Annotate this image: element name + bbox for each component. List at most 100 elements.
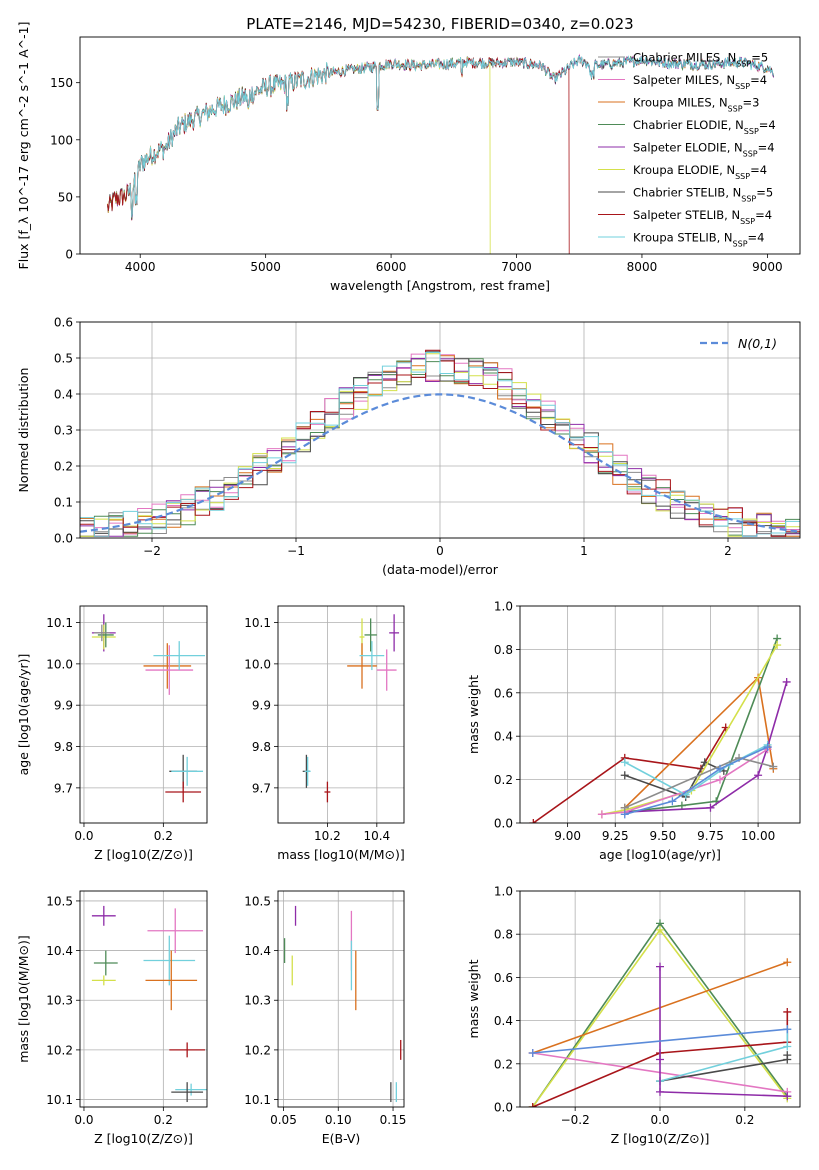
x-tick-label: 0 bbox=[436, 544, 444, 558]
axes-frame bbox=[79, 605, 208, 824]
y-tick-label: 9.9 bbox=[252, 699, 271, 713]
weight-series-line bbox=[659, 966, 788, 1097]
axes-frame bbox=[277, 605, 405, 824]
weight-series-line bbox=[624, 675, 775, 809]
weight-point-marker bbox=[754, 771, 763, 780]
x-tick-label: 9.50 bbox=[649, 829, 676, 843]
y-tick-label: 0.8 bbox=[494, 643, 513, 657]
age-vs-Z-panel: 0.0 0.2 9.7 9.8 9.9 10.0 10.1 Z [log10(Z/Z⊙)] ag… bbox=[16, 605, 208, 862]
weight-point-marker bbox=[597, 810, 606, 819]
x-tick-label: 5000 bbox=[250, 260, 281, 274]
x-tick-label: 0.2 bbox=[154, 829, 173, 843]
weight-point-marker bbox=[620, 758, 629, 767]
legend-label: Salpeter STELIB, NSSP=4 bbox=[633, 208, 772, 226]
mass-vs-Z-plot-area bbox=[91, 905, 207, 1103]
y-tick-label: 0.2 bbox=[54, 460, 73, 474]
weight-series-line bbox=[659, 1055, 789, 1082]
y-tick-label: 0.0 bbox=[494, 1101, 513, 1115]
y-tick-label: 9.9 bbox=[54, 699, 73, 713]
weight-point-marker bbox=[656, 1055, 664, 1064]
y-tick-label: 10.3 bbox=[244, 994, 271, 1008]
y-tick-label: 9.7 bbox=[54, 781, 73, 795]
y-tick-label: 9.7 bbox=[252, 781, 271, 795]
x-axis-label: age [log10(age/yr)] bbox=[599, 847, 721, 862]
y-tick-label: 10.2 bbox=[46, 1043, 73, 1057]
weight-series-line bbox=[624, 744, 768, 796]
y-tick-label: 10.5 bbox=[46, 894, 73, 908]
y-tick-label: 9.8 bbox=[252, 740, 271, 754]
x-tick-label: 0.0 bbox=[74, 829, 93, 843]
x-tick-label: −1 bbox=[287, 544, 305, 558]
y-tick-label: 10.1 bbox=[46, 1093, 73, 1107]
massweight-vs-Z-plot-area bbox=[528, 919, 792, 1107]
weight-point-marker bbox=[668, 797, 677, 806]
weight-point-marker bbox=[620, 771, 629, 780]
mass-vs-Z-panel: 0.0 0.2 10.1 10.2 10.3 10.4 10.5 Z [log10(Z/Z⊙)… bbox=[16, 890, 208, 1146]
x-tick-label: 9.75 bbox=[697, 829, 724, 843]
massweight-vs-age-panel: 9.00 9.25 9.50 9.75 10.00 0.0 0.2 0.4 0.6 0.8 1.0 a… bbox=[466, 600, 801, 862]
y-axis-label: Flux [f_λ 10^-17 erg cm^-2 s^-1 A^-1] bbox=[16, 22, 31, 270]
legend-label: Salpeter ELODIE, NSSP=4 bbox=[633, 141, 775, 159]
x-tick-label: 8000 bbox=[627, 260, 658, 274]
axes-frame bbox=[519, 890, 801, 1108]
y-axis-label: Normed distribution bbox=[16, 368, 31, 493]
mass-vs-ebv-panel: 0.05 0.10 0.15 10.1 10.2 10.3 10.4 10.5 E(B-V) bbox=[244, 890, 406, 1146]
panels: 4000 5000 6000 7000 8000 9000 0 50 100 150 wavelen… bbox=[16, 22, 801, 1146]
y-axis-label: mass weight bbox=[466, 675, 481, 754]
x-tick-label: 0.10 bbox=[325, 1113, 352, 1127]
spectrum-plot-area bbox=[107, 53, 775, 254]
y-tick-label: 0.6 bbox=[494, 686, 513, 700]
weight-point-marker bbox=[783, 1042, 792, 1051]
x-axis-label: (data-model)/error bbox=[382, 562, 499, 577]
x-tick-label: 7000 bbox=[501, 260, 532, 274]
x-tick-label: 9.25 bbox=[602, 829, 629, 843]
weight-point-marker bbox=[528, 1049, 537, 1057]
legend-label: N(0,1) bbox=[738, 336, 777, 351]
x-tick-label: 9.00 bbox=[554, 829, 581, 843]
x-tick-label: 6000 bbox=[376, 260, 407, 274]
y-tick-label: 100 bbox=[50, 133, 73, 147]
y-tick-label: 0.3 bbox=[54, 424, 73, 438]
x-tick-label: 9000 bbox=[752, 260, 783, 274]
y-tick-label: 0.4 bbox=[494, 730, 513, 744]
weight-point-marker bbox=[783, 1025, 792, 1034]
y-tick-label: 0.0 bbox=[54, 532, 73, 546]
spectrum-line bbox=[107, 57, 570, 254]
y-tick-label: 1.0 bbox=[494, 885, 513, 899]
x-axis-label: mass [log10(M/M⊙)] bbox=[277, 847, 405, 862]
y-tick-label: 10.0 bbox=[46, 657, 73, 671]
y-tick-label: 9.8 bbox=[54, 740, 73, 754]
x-tick-label: 10.00 bbox=[741, 829, 775, 843]
weight-point-marker bbox=[716, 764, 724, 773]
x-tick-label: −2 bbox=[143, 544, 161, 558]
axes-frame bbox=[79, 890, 208, 1108]
legend-label: Kroupa ELODIE, NSSP=4 bbox=[633, 163, 767, 181]
weight-series-line bbox=[624, 638, 778, 813]
weight-point-marker bbox=[783, 1007, 792, 1016]
legend-label: Chabrier ELODIE, NSSP=4 bbox=[633, 118, 776, 136]
weight-series-line bbox=[532, 727, 727, 823]
y-tick-label: 10.4 bbox=[46, 944, 73, 958]
weight-point-marker bbox=[716, 775, 724, 784]
weight-point-marker bbox=[620, 810, 629, 819]
age-vs-Z-plot-area bbox=[91, 614, 206, 803]
normal-reference-curve bbox=[80, 393, 798, 533]
axes-frame bbox=[519, 605, 801, 824]
y-tick-label: 10.1 bbox=[244, 616, 271, 630]
spectrum-legend: Chabrier MILES, NSSP=5 Salpeter MILES, NS… bbox=[598, 51, 776, 248]
histogram-step bbox=[80, 352, 800, 537]
weight-series-line bbox=[624, 761, 725, 798]
y-axis-label: mass weight bbox=[466, 959, 481, 1038]
y-tick-label: 10.1 bbox=[46, 616, 73, 630]
x-tick-label: 1 bbox=[580, 544, 588, 558]
x-axis-label: wavelength [Angstrom, rest frame] bbox=[330, 278, 550, 293]
legend-label: Chabrier STELIB, NSSP=5 bbox=[633, 186, 773, 204]
y-tick-label: 0.1 bbox=[54, 496, 73, 510]
y-tick-label: 0.4 bbox=[494, 1014, 513, 1028]
residuals-panel: −2 −1 0 1 2 0.0 0.1 0.2 0.3 0.4 0.5 0.6 (data-model)… bbox=[16, 316, 801, 577]
axes-frame bbox=[277, 890, 405, 1108]
y-tick-label: 10.4 bbox=[244, 944, 271, 958]
weight-point-marker bbox=[529, 819, 538, 823]
y-tick-label: 0.2 bbox=[494, 773, 513, 787]
